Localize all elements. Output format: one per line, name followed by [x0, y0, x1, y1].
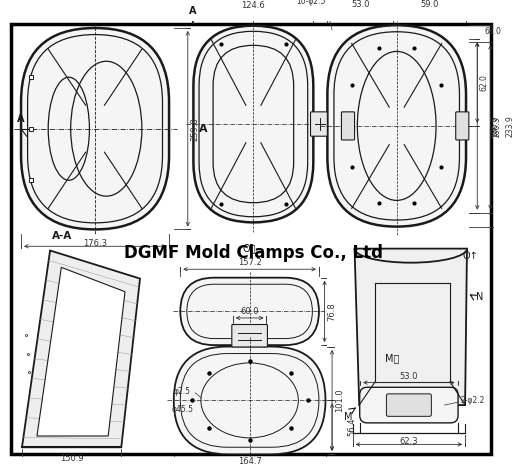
- Text: O↑: O↑: [462, 251, 478, 260]
- Text: 59.0: 59.0: [420, 0, 439, 9]
- Text: 53.0: 53.0: [400, 372, 418, 381]
- Text: DGMF Mold Clamps Co., Ltd: DGMF Mold Clamps Co., Ltd: [124, 244, 383, 262]
- FancyBboxPatch shape: [21, 28, 169, 229]
- Text: A-A: A-A: [52, 231, 72, 241]
- Text: 186.6: 186.6: [490, 115, 499, 137]
- Text: 186.3: 186.3: [492, 116, 501, 138]
- FancyBboxPatch shape: [327, 25, 466, 226]
- Text: 56.4: 56.4: [347, 418, 356, 436]
- FancyBboxPatch shape: [310, 112, 327, 136]
- Text: 259.8: 259.8: [190, 117, 200, 140]
- Text: 76.8: 76.8: [327, 302, 336, 321]
- Text: N向: N向: [234, 325, 247, 335]
- Text: φ2.5: φ2.5: [174, 386, 190, 396]
- Text: 176.3: 176.3: [83, 239, 107, 248]
- Text: M向: M向: [385, 353, 399, 363]
- FancyBboxPatch shape: [456, 112, 469, 140]
- Text: 2-φ2.2: 2-φ2.2: [460, 396, 485, 405]
- FancyBboxPatch shape: [194, 26, 313, 222]
- Text: 62.3: 62.3: [400, 437, 418, 446]
- FancyBboxPatch shape: [174, 346, 325, 454]
- Text: 62.0: 62.0: [479, 74, 488, 91]
- Text: A: A: [17, 114, 25, 124]
- Text: 233.9: 233.9: [506, 115, 514, 137]
- Text: A: A: [189, 7, 196, 16]
- Text: 10-φ2.5: 10-φ2.5: [296, 0, 325, 6]
- FancyBboxPatch shape: [360, 387, 458, 423]
- Text: O向: O向: [243, 243, 256, 253]
- Text: φ45.5: φ45.5: [171, 405, 193, 414]
- Polygon shape: [37, 267, 125, 436]
- Polygon shape: [22, 251, 140, 447]
- Text: M: M: [344, 412, 353, 422]
- Text: 150.9: 150.9: [60, 454, 84, 463]
- Text: 124.6: 124.6: [241, 1, 265, 10]
- FancyBboxPatch shape: [180, 278, 319, 345]
- Text: 157.2: 157.2: [238, 259, 262, 267]
- Text: 53.0: 53.0: [351, 0, 370, 9]
- Text: 101.0: 101.0: [335, 389, 344, 412]
- Polygon shape: [354, 249, 467, 405]
- FancyBboxPatch shape: [342, 112, 354, 140]
- Text: N: N: [476, 292, 484, 302]
- FancyBboxPatch shape: [387, 394, 431, 416]
- Text: 60.0: 60.0: [240, 307, 259, 316]
- Text: A: A: [199, 124, 208, 134]
- FancyBboxPatch shape: [232, 325, 267, 347]
- Text: 164.7: 164.7: [238, 457, 262, 465]
- Text: 68.0: 68.0: [485, 27, 502, 36]
